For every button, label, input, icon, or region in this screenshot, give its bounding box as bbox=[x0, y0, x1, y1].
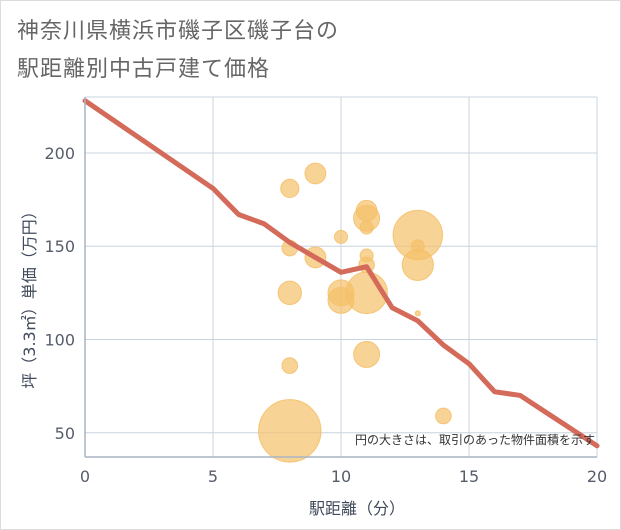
bubble-point bbox=[401, 248, 434, 281]
y-tick-label: 150 bbox=[44, 237, 75, 256]
axes bbox=[84, 97, 597, 458]
chart-title-line2: 駅距離別中古戸建て価格 bbox=[17, 57, 271, 82]
bubble-point bbox=[359, 220, 374, 235]
bubble-point bbox=[334, 229, 348, 244]
x-tick-label: 10 bbox=[331, 467, 351, 486]
y-tick-label: 50 bbox=[55, 424, 75, 443]
x-axis-label: 駅距離（分） bbox=[309, 499, 405, 518]
bubble-point bbox=[258, 399, 322, 463]
x-tick-label: 5 bbox=[208, 467, 218, 486]
grid-lines bbox=[85, 96, 598, 457]
bubble-point bbox=[353, 340, 381, 368]
y-tick-label: 200 bbox=[44, 144, 75, 163]
y-axis-label: 坪（3.3㎡）単価（万円） bbox=[20, 203, 39, 388]
trend-line bbox=[82, 98, 600, 449]
bubble-point bbox=[304, 162, 327, 185]
bubble-point bbox=[277, 280, 302, 306]
y-tick-label: 100 bbox=[44, 330, 75, 349]
chart-title-line1: 神奈川県横浜市磯子区磯子台の bbox=[17, 19, 340, 44]
trend-line-series bbox=[82, 98, 600, 449]
x-tick-label: 20 bbox=[587, 467, 607, 486]
bubble-point bbox=[280, 178, 300, 198]
bubble-point bbox=[414, 310, 421, 317]
bubble-size-note: 円の大きさは、取引のあった物件面積を示す bbox=[355, 432, 595, 447]
bubble-point bbox=[281, 357, 299, 374]
x-tick-label: 15 bbox=[459, 467, 479, 486]
bubble-series bbox=[258, 162, 452, 463]
bubble-point bbox=[435, 407, 452, 425]
tick-labels: 0 5 10 15 20 50 100 150 200 bbox=[44, 144, 607, 486]
x-tick-label: 0 bbox=[80, 467, 90, 486]
